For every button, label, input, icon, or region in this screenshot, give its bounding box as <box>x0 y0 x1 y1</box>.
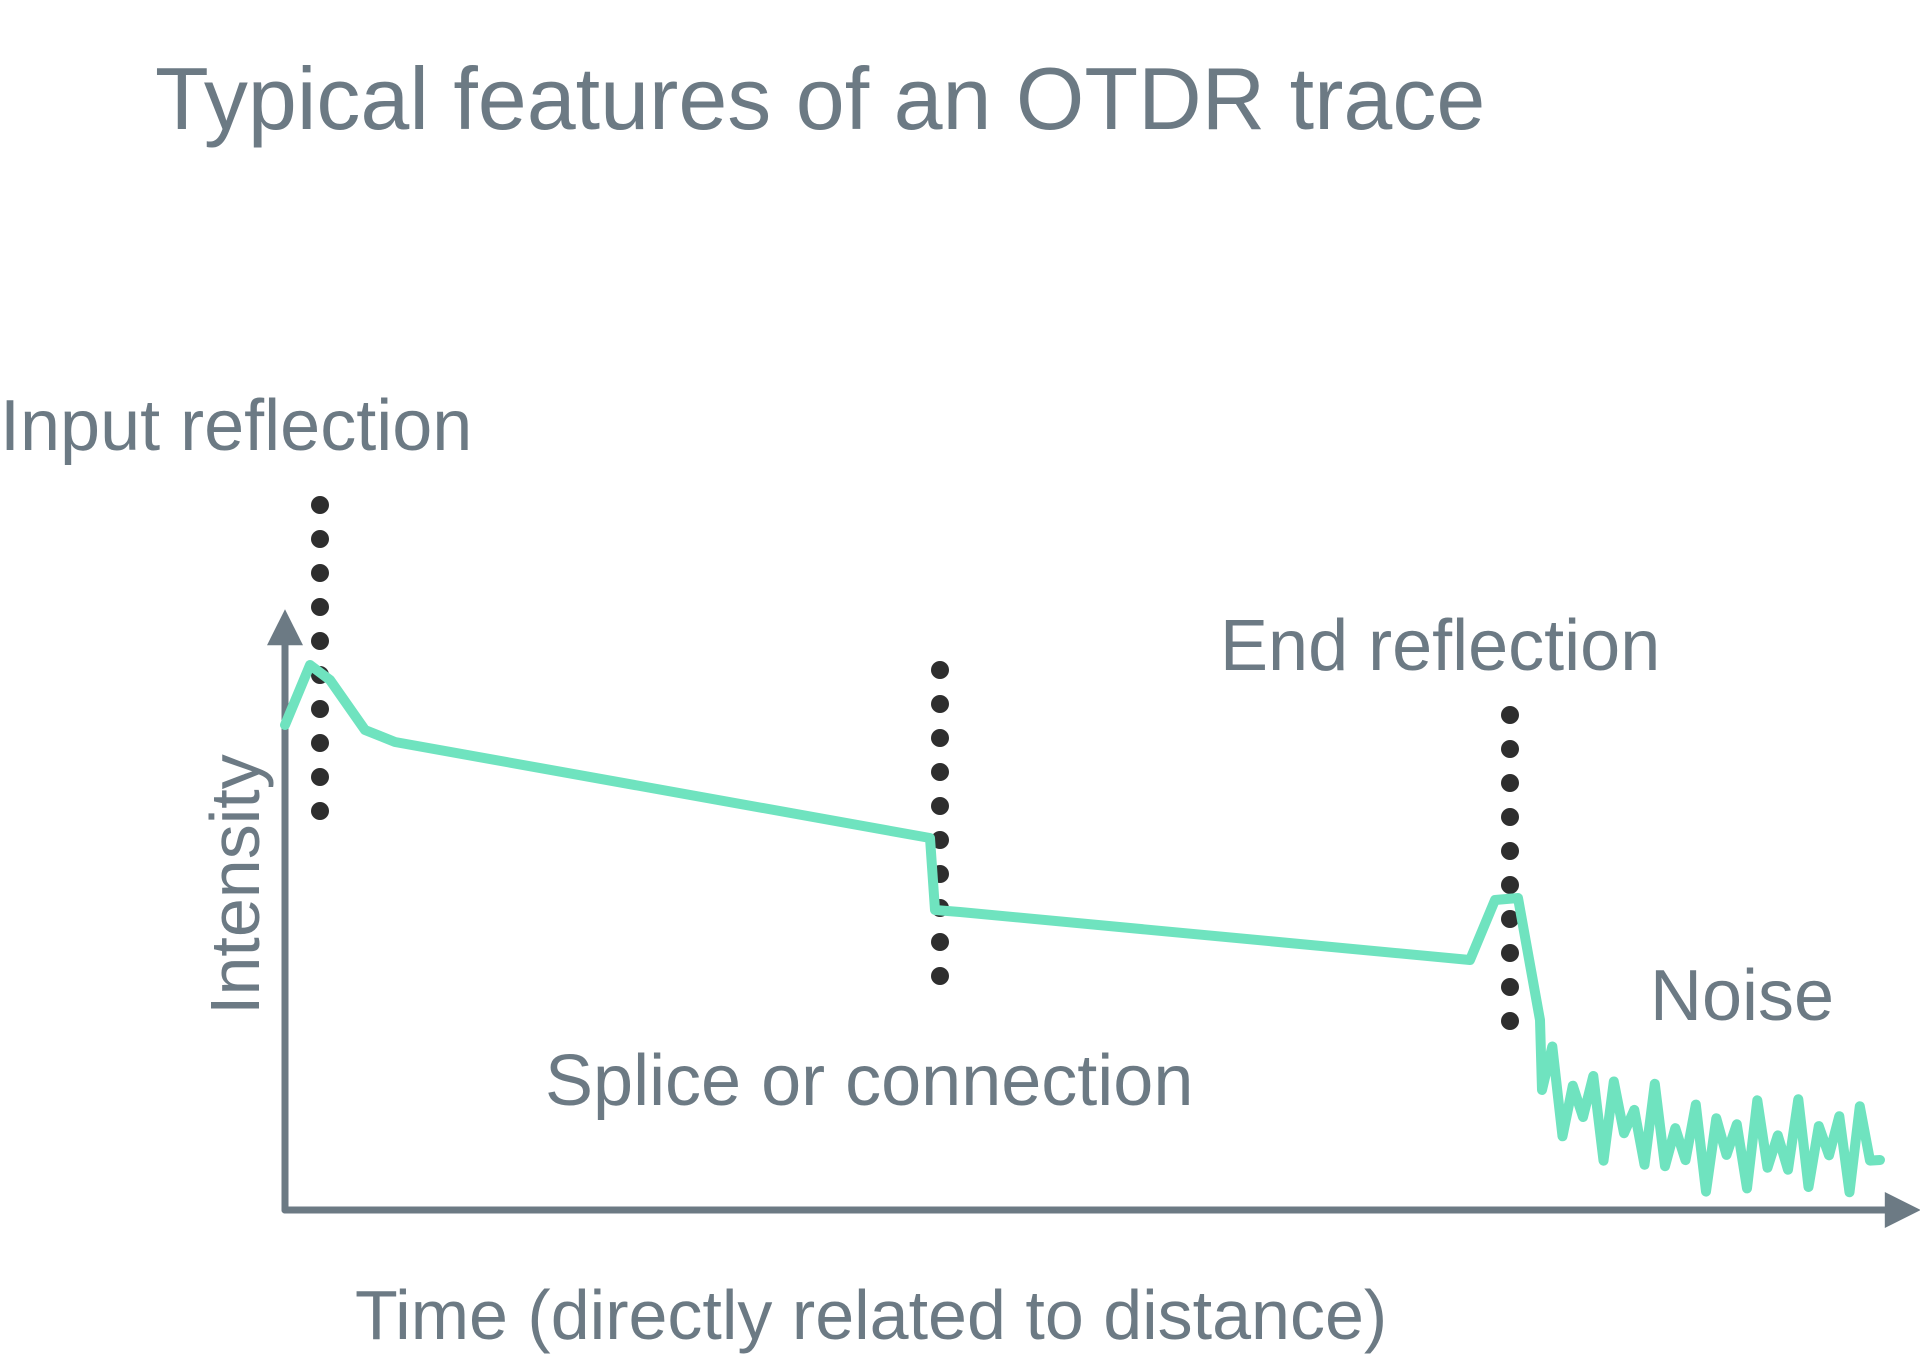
diagram-stage: Typical features of an OTDR trace Input … <box>0 0 1920 1361</box>
input-reflection-marker <box>311 496 329 820</box>
x-axis-label: Time (directly related to distance) <box>355 1280 1387 1350</box>
noise-label: Noise <box>1650 960 1834 1032</box>
splice-label: Splice or connection <box>545 1045 1193 1117</box>
end-reflection-marker <box>1501 706 1519 1030</box>
end-reflection-label: End reflection <box>1220 610 1660 682</box>
chart-title: Typical features of an OTDR trace <box>155 55 1485 143</box>
y-axis-arrow-icon <box>267 609 303 645</box>
x-axis-arrow-icon <box>1885 1192 1920 1228</box>
y-axis-label: Intensity <box>200 754 270 1015</box>
input-reflection-label: Input reflection <box>0 390 472 462</box>
splice-marker <box>931 661 949 985</box>
